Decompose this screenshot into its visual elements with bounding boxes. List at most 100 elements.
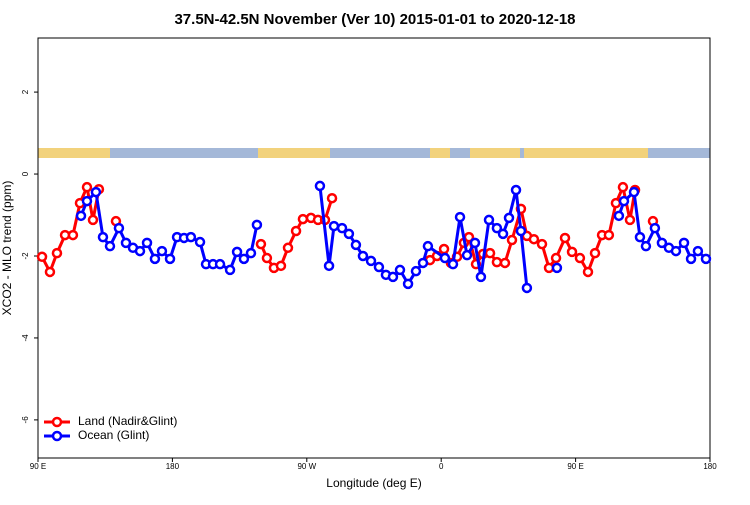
point (700, 253, 712, 265)
point (67, 229, 79, 241)
point (81, 195, 93, 207)
point (491, 256, 503, 268)
point (387, 271, 399, 283)
plot-frame (37, 37, 711, 459)
point (515, 225, 527, 237)
point (149, 253, 161, 265)
point (484, 247, 496, 259)
legend-label: Land (Nadir&Glint) (78, 414, 177, 428)
point (438, 243, 450, 255)
point (81, 181, 93, 193)
point (185, 231, 197, 243)
point (343, 228, 355, 240)
point (551, 262, 563, 274)
point (214, 258, 226, 270)
x-tick-label: 180 (166, 462, 180, 471)
point (224, 264, 236, 276)
legend-marker (51, 430, 63, 442)
point (373, 261, 385, 273)
point (536, 238, 548, 250)
point (245, 247, 257, 259)
point (461, 249, 473, 261)
point (685, 253, 697, 265)
x-tick-label: 0 (439, 462, 444, 471)
point (417, 257, 429, 269)
point (521, 282, 533, 294)
point (497, 228, 509, 240)
point (589, 247, 601, 259)
x-tick-label: 90 E (567, 462, 583, 471)
point (44, 266, 56, 278)
point (87, 214, 99, 226)
point (656, 237, 668, 249)
point (640, 240, 652, 252)
point (410, 265, 422, 277)
point (603, 229, 615, 241)
point (422, 240, 434, 252)
point (275, 260, 287, 272)
point (613, 210, 625, 222)
point (75, 210, 87, 222)
point (394, 264, 406, 276)
point (97, 231, 109, 243)
point (231, 246, 243, 258)
y-tick-label: -6 (21, 416, 30, 424)
point (402, 278, 414, 290)
point (574, 252, 586, 264)
x-tick-label: 90 W (297, 462, 316, 471)
point (326, 192, 338, 204)
legend-label: Ocean (Glint) (78, 428, 149, 442)
point (528, 233, 540, 245)
x-axis-label: Longitude (deg E) (326, 476, 421, 490)
point (328, 220, 340, 232)
point (323, 260, 335, 272)
point (134, 245, 146, 257)
point (261, 252, 273, 264)
y-tick-label: -2 (21, 252, 30, 260)
map-strip (38, 148, 710, 158)
point (297, 213, 309, 225)
point (194, 236, 206, 248)
point (469, 237, 481, 249)
point (634, 231, 646, 243)
y-tick-label: 2 (21, 89, 30, 94)
point (282, 242, 294, 254)
point (499, 257, 511, 269)
legend-marker (51, 416, 63, 428)
point (357, 250, 369, 262)
point (566, 246, 578, 258)
point (617, 181, 629, 193)
point (290, 225, 302, 237)
point (336, 222, 348, 234)
point (649, 222, 661, 234)
point (439, 252, 451, 264)
point (51, 247, 63, 259)
point (618, 195, 630, 207)
point (164, 253, 176, 265)
point (314, 180, 326, 192)
point (447, 258, 459, 270)
chart-title: 37.5N-42.5N November (Ver 10) 2015-01-01… (174, 11, 575, 28)
point (624, 214, 636, 226)
point (678, 237, 690, 249)
point (475, 271, 487, 283)
point (483, 214, 495, 226)
point (454, 211, 466, 223)
x-tick-label: 180 (703, 462, 717, 471)
point (255, 238, 267, 250)
point (120, 237, 132, 249)
point (365, 255, 377, 267)
point (510, 184, 522, 196)
point (582, 266, 594, 278)
point (692, 245, 704, 257)
y-tick-label: 0 (21, 171, 30, 176)
point (350, 239, 362, 251)
point (141, 237, 153, 249)
x-tick-label: 90 E (30, 462, 46, 471)
point (503, 212, 515, 224)
point (113, 222, 125, 234)
point (506, 234, 518, 246)
point (491, 222, 503, 234)
point (670, 245, 682, 257)
